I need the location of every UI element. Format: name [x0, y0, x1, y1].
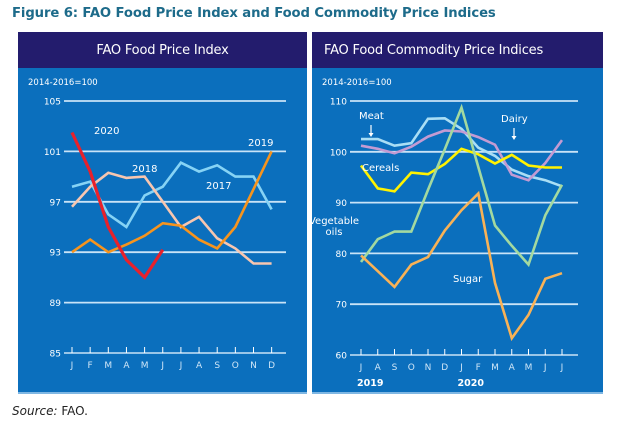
- series-label-sugar: Sugar: [453, 274, 483, 285]
- x-tick-label: J: [560, 363, 564, 373]
- x-tick-label: D: [441, 363, 448, 373]
- year-label: 2019: [357, 378, 383, 389]
- food-price-index-panel: FAO Food Price Index 2014-2016=100 85 89 93…: [18, 32, 307, 394]
- y-tick-label: 90: [336, 199, 348, 209]
- food-price-index-chart: 2014-2016=100 85 89 93 97 101 105 J F M A M J J A S O N D 2…: [28, 78, 286, 371]
- x-tick-label: J: [70, 361, 74, 371]
- x-tick-label: F: [476, 363, 481, 373]
- chart-title: FAO Food Price Index: [96, 42, 229, 58]
- series-line-cereals: [359, 147, 562, 193]
- series-line-meat: [361, 116, 563, 188]
- x-tick-label: M: [141, 361, 149, 371]
- series-label-vegetable-oils: Vegetable oils: [312, 216, 359, 238]
- series-label-2017: 2017: [206, 181, 231, 192]
- y-tick-label: 100: [330, 148, 347, 158]
- series-line-sugar: [360, 190, 563, 342]
- x-tick-label: A: [375, 363, 382, 373]
- series-line-2018: [71, 171, 272, 265]
- index-base-label: 2014-2016=100: [322, 78, 392, 88]
- x-tick-label: M: [491, 363, 499, 373]
- series-label-cereals: Cereals: [362, 163, 399, 174]
- y-tick-label: 105: [44, 98, 61, 108]
- source-value: FAO.: [61, 404, 88, 418]
- x-tick-label: J: [359, 363, 363, 373]
- series-label-2019: 2019: [248, 138, 273, 149]
- commodity-price-indices-panel: FAO Food Commodity Price Indices 2014-20…: [312, 32, 603, 394]
- year-label: 2020: [458, 378, 485, 389]
- x-tick-label: A: [196, 361, 203, 371]
- series-line-2020: [70, 131, 165, 280]
- series-line-2017: [71, 161, 273, 229]
- y-tick-label: 97: [50, 198, 61, 208]
- source-note: Source: FAO.: [12, 404, 88, 418]
- series-label-dairy: Dairy: [501, 114, 528, 125]
- x-tick-label: J: [459, 363, 463, 373]
- y-tick-label: 89: [50, 299, 62, 309]
- panel-header: FAO Food Commodity Price Indices: [312, 32, 603, 68]
- y-tick-label: 80: [336, 250, 348, 260]
- y-tick-label: 60: [336, 352, 348, 362]
- x-tick-label: N: [425, 363, 432, 373]
- y-tick-label: 85: [50, 350, 61, 360]
- source-label: Source:: [12, 404, 58, 418]
- x-tick-label: M: [525, 363, 533, 373]
- series-label-line: oils: [326, 227, 343, 238]
- down-arrow-head-icon: [368, 133, 374, 137]
- x-tick-label: J: [160, 361, 164, 371]
- series-label-2020: 2020: [94, 126, 119, 137]
- panel-bottom-border: [18, 392, 307, 394]
- series-label-meat: Meat: [359, 111, 384, 122]
- y-tick-label: 110: [330, 98, 347, 108]
- x-tick-label: O: [408, 363, 415, 373]
- x-tick-label: S: [392, 363, 398, 373]
- series-line-dairy: [360, 129, 564, 182]
- x-tick-label: A: [509, 363, 516, 373]
- x-tick-label: D: [268, 361, 275, 371]
- x-tick-label: J: [543, 363, 547, 373]
- x-tick-label: O: [232, 361, 239, 371]
- x-tick-label: J: [179, 361, 183, 371]
- x-tick-label: M: [104, 361, 112, 371]
- panel-bottom-border: [312, 392, 603, 394]
- series-label-line: Vegetable: [312, 216, 359, 227]
- panel-header: FAO Food Price Index: [18, 32, 307, 68]
- series-line-2019: [71, 150, 273, 254]
- index-base-label: 2014-2016=100: [28, 78, 98, 88]
- y-tick-label: 93: [50, 249, 61, 259]
- series-label-2018: 2018: [132, 164, 157, 175]
- x-tick-label: N: [250, 361, 257, 371]
- x-tick-label: F: [88, 361, 93, 371]
- chart-title: FAO Food Commodity Price Indices: [324, 42, 544, 58]
- figure-title: Figure 6: FAO Food Price Index and Food …: [12, 6, 496, 21]
- y-tick-label: 70: [336, 301, 348, 311]
- y-tick-label: 101: [44, 148, 61, 158]
- x-tick-label: A: [123, 361, 130, 371]
- down-arrow-head-icon: [511, 136, 517, 140]
- series-line-vegetable-oils: [359, 103, 564, 268]
- x-tick-label: S: [214, 361, 220, 371]
